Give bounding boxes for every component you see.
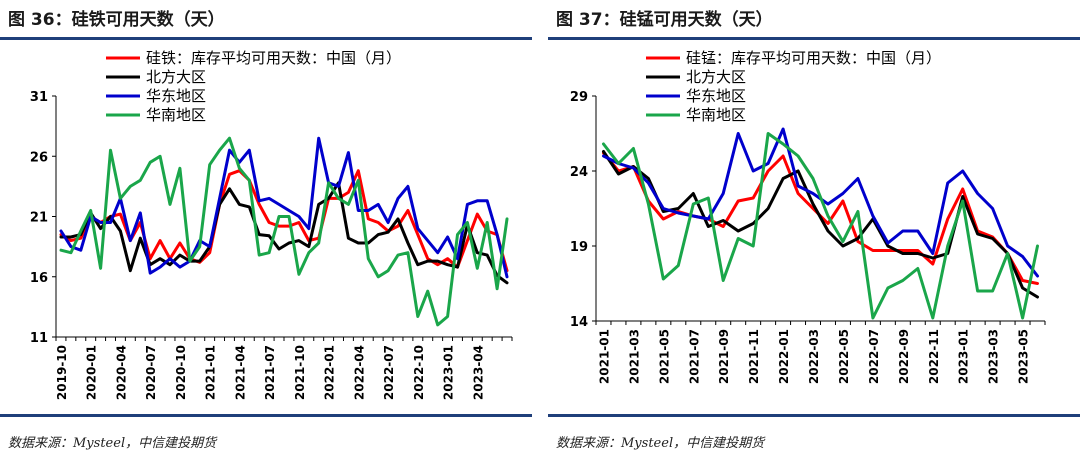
y-tick-label: 29 — [570, 90, 588, 105]
x-tick-label: 2020-01 — [85, 345, 99, 400]
x-tick-label: 2021-07 — [687, 329, 701, 384]
x-tick-label: 2021-07 — [263, 345, 277, 400]
series-line-1 — [602, 150, 1039, 299]
x-tick-label: 2021-01 — [597, 329, 611, 384]
y-tick-label: 26 — [30, 150, 48, 165]
bottom-rule — [548, 414, 1080, 417]
chart-panel-ferrosilicon: 图 36：硅铁可用天数（天） 11 16 21 26 31 2019-10 2020-01 2… — [0, 0, 532, 456]
legend-label-3: 华南地区 — [686, 106, 746, 124]
x-tick-label: 2021-03 — [627, 329, 641, 384]
x-tick-label: 2021-09 — [717, 329, 731, 384]
y-tick-label: 24 — [570, 165, 588, 180]
x-tick-label: 2020-07 — [144, 345, 158, 400]
source-note: 数据来源：Mysteel，中信建投期货 — [556, 436, 765, 451]
x-tick-label: 2022-09 — [897, 329, 911, 384]
silicomanganese-line-chart: 14 19 24 29 2021-01 2021-03 2021-05 2021-07 2021… — [570, 49, 1046, 384]
x-tick-label: 2021-11 — [747, 329, 761, 384]
x-tick-label: 2021-10 — [293, 345, 307, 400]
x-tick-label: 2022-04 — [352, 345, 366, 400]
figure-title: 图 36：硅铁可用天数（天） — [8, 10, 225, 30]
x-tick-label: 2022-01 — [323, 345, 337, 400]
y-tick-label: 14 — [570, 315, 588, 330]
legend-label-0: 硅铁：库存平均可用天数：中国（月） — [146, 49, 401, 67]
x-tick-label: 2023-05 — [1017, 329, 1031, 384]
y-tick-label: 21 — [30, 211, 48, 226]
legend-label-3: 华南地区 — [146, 106, 206, 124]
figure-title: 图 37：硅锰可用天数（天） — [556, 10, 773, 30]
top-rule — [0, 37, 532, 40]
chart-panel-silicomanganese: 图 37：硅锰可用天数（天） 14 19 24 29 2021-01 2021-03 202… — [548, 0, 1080, 456]
x-tick-label: 2023-03 — [987, 329, 1001, 384]
series-line-3 — [602, 132, 1039, 320]
series-line-2 — [59, 136, 509, 279]
x-tick-label: 2021-04 — [233, 345, 247, 400]
x-tick-label: 2022-07 — [867, 329, 881, 384]
legend-label-2: 华东地区 — [146, 87, 206, 105]
legend-label-1: 北方大区 — [686, 68, 746, 86]
x-tick-label: 2022-07 — [382, 345, 396, 400]
x-tick-label: 2021-05 — [657, 329, 671, 384]
x-tick-label: 2022-01 — [777, 329, 791, 384]
series-line-1 — [59, 181, 509, 285]
x-tick-label: 2022-05 — [837, 329, 851, 384]
bottom-rule — [0, 414, 532, 417]
legend-label-1: 北方大区 — [146, 68, 206, 86]
x-tick-label: 2020-10 — [174, 345, 188, 400]
legend-label-2: 华东地区 — [686, 87, 746, 105]
x-tick-label: 2021-01 — [204, 345, 218, 400]
ferrosilicon-line-chart: 11 16 21 26 31 2019-10 2020-01 2020-04 2020-07 20… — [30, 49, 513, 400]
x-tick-label: 2023-04 — [471, 345, 485, 400]
x-tick-label: 2023-01 — [442, 345, 456, 400]
x-tick-label: 2022-10 — [412, 345, 426, 400]
legend-label-0: 硅锰：库存平均可用天数：中国（月） — [686, 49, 941, 67]
x-tick-label: 2019-10 — [55, 345, 69, 400]
x-tick-label: 2023-01 — [957, 329, 971, 384]
y-tick-label: 19 — [570, 240, 588, 255]
y-tick-label: 31 — [30, 90, 48, 105]
top-rule — [548, 37, 1080, 40]
x-tick-label: 2022-11 — [927, 329, 941, 384]
series-line-3 — [59, 136, 509, 327]
y-tick-label: 11 — [30, 331, 48, 346]
x-tick-label: 2020-04 — [114, 345, 128, 400]
x-tick-label: 2022-03 — [807, 329, 821, 384]
y-tick-label: 16 — [30, 271, 48, 286]
source-note: 数据来源：Mysteel，中信建投期货 — [8, 436, 217, 451]
